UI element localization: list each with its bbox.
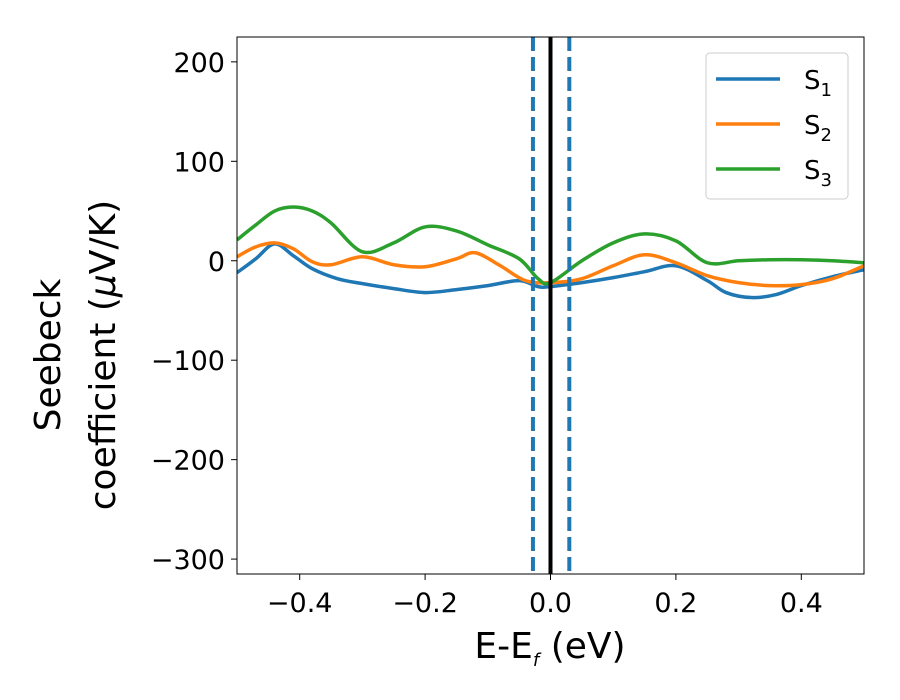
legend-box [705,52,849,200]
y-axis-label-line2: coefficient (μV/K) [83,200,124,510]
legend-label-s1: S1 [804,66,832,101]
legend: S1 S2 S3 [705,52,849,200]
y-axis-label: Seebeck coefficient (μV/K) [28,200,124,510]
y-tick-label: 200 [173,48,225,79]
x-tick-label: −0.4 [267,588,333,619]
x-axis-ticks: −0.4 −0.2 0.0 0.2 0.4 [267,574,823,619]
y-tick-label: −100 [151,346,225,377]
x-tick-label: 0.2 [654,588,697,619]
x-axis-label: E-Ef (eV) [474,626,625,671]
series-line-s2 [237,241,864,288]
y-tick-label: 0 [208,247,225,278]
legend-label-s3: S3 [804,156,832,191]
legend-label-s2: S2 [804,111,832,146]
curves-group [237,205,864,300]
y-axis-ticks: −300 −200 −100 0 100 200 [151,48,237,576]
x-tick-label: 0.0 [529,588,572,619]
y-axis-label-line1: Seebeck [28,278,69,431]
series-line-s1 [237,242,864,300]
y-tick-label: 100 [173,147,225,178]
x-tick-label: −0.2 [392,588,458,619]
series-line-s3 [237,205,864,286]
y-tick-label: −300 [151,545,225,576]
y-tick-label: −200 [151,446,225,477]
x-tick-label: 0.4 [780,588,823,619]
vertical-lines-group [530,37,572,574]
